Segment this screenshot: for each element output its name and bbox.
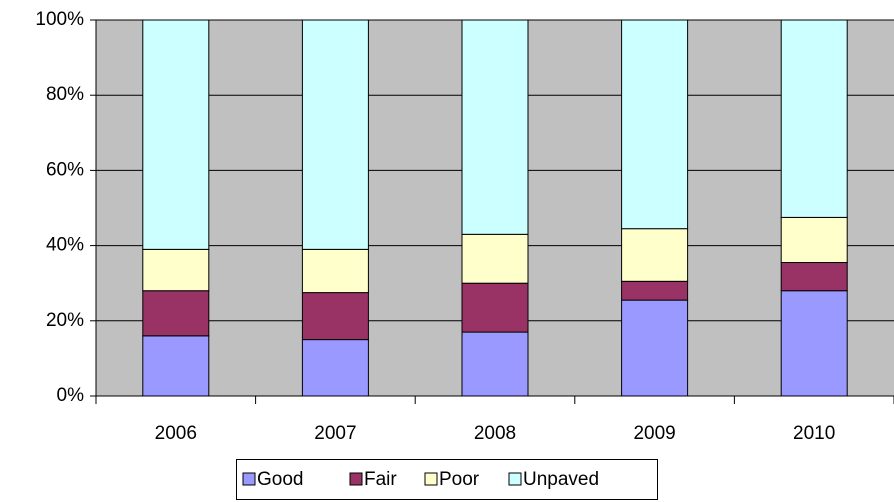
- y-tick-label: 0%: [57, 385, 85, 406]
- legend-label: Fair: [364, 469, 397, 490]
- bar-segment: [621, 19, 689, 230]
- bar-segment: [621, 280, 689, 301]
- x-tick-label: 2007: [314, 423, 356, 444]
- bar-segment: [142, 248, 210, 292]
- bar-segment: [142, 335, 210, 397]
- bar-segment: [780, 262, 848, 292]
- bar-segment: [301, 292, 369, 341]
- bar-segment: [301, 19, 369, 250]
- bar-segment: [301, 248, 369, 294]
- bar-segment: [142, 19, 210, 250]
- bar-segment: [142, 290, 210, 337]
- x-tick-label: 2009: [633, 423, 675, 444]
- legend-label: Poor: [439, 469, 480, 490]
- bar-segment: [621, 299, 689, 397]
- y-tick-label: 60%: [46, 159, 84, 180]
- bar-segment: [461, 331, 529, 397]
- bar-segment: [461, 282, 529, 333]
- bar-segment: [461, 233, 529, 284]
- bar-segment: [461, 19, 529, 235]
- legend-swatch: [242, 472, 256, 486]
- y-tick-label: 20%: [46, 310, 84, 331]
- legend-swatch: [424, 472, 438, 486]
- y-tick-label: 80%: [46, 84, 84, 105]
- x-tick-label: 2008: [474, 423, 516, 444]
- y-tick-label: 40%: [46, 235, 84, 256]
- legend-swatch: [349, 472, 363, 486]
- bar-segment: [780, 290, 848, 397]
- legend-swatch: [508, 472, 522, 486]
- x-tick-label: 2006: [155, 423, 197, 444]
- bar-segment: [780, 19, 848, 218]
- bar-segment: [621, 228, 689, 282]
- bar-segment: [780, 216, 848, 264]
- x-tick-label: 2010: [793, 423, 835, 444]
- y-tick-label: 100%: [35, 9, 84, 30]
- legend-label: Good: [257, 469, 303, 490]
- bar-segment: [301, 339, 369, 397]
- legend-label: Unpaved: [523, 469, 599, 490]
- legend-box: [236, 459, 658, 500]
